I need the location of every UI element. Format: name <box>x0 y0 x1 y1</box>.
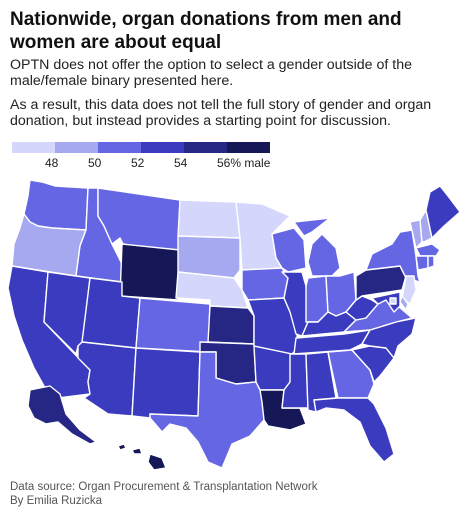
map-footer: Data source: Organ Procurement & Transpl… <box>10 480 317 508</box>
data-source-note: Data source: Organ Procurement & Transpl… <box>10 481 318 493</box>
state-mt <box>97 187 181 251</box>
state-nd <box>177 199 241 239</box>
legend-bin-5 <box>184 142 227 153</box>
us-choropleth-map <box>7 179 461 471</box>
state-hi <box>117 443 167 471</box>
state-ak <box>27 385 97 445</box>
legend-bin-3 <box>98 142 141 153</box>
legend-label-48: 48 <box>45 156 59 170</box>
state-mi <box>293 217 341 277</box>
state-md <box>371 291 401 313</box>
legend-bin-1 <box>12 142 55 153</box>
legend-label-56-male: 56% male <box>217 156 271 170</box>
map-title: Nationwide, organ donations from men and… <box>10 9 402 53</box>
state-sd <box>177 235 241 279</box>
state-ks <box>207 305 255 345</box>
state-dc <box>389 297 397 305</box>
state-nj <box>401 275 417 305</box>
map-subtitle: OPTN does not offer the option to select… <box>10 57 465 138</box>
legend-bin-2 <box>55 142 98 153</box>
subtitle-paragraph-2: As a result, this data does not tell the… <box>10 97 432 129</box>
state-wa <box>23 179 89 231</box>
state-ia <box>241 267 289 301</box>
state-co <box>135 297 211 353</box>
state-il <box>281 271 309 337</box>
state-ri <box>427 255 435 269</box>
state-wv <box>345 295 379 321</box>
state-ma <box>415 243 441 257</box>
legend-label-50: 50 <box>88 156 102 170</box>
state-nm <box>131 347 201 419</box>
legend-label-52: 52 <box>131 156 145 170</box>
state-ct <box>415 255 429 271</box>
subtitle-paragraph-1: OPTN does not offer the option to select… <box>10 57 412 89</box>
state-wy <box>119 243 181 301</box>
legend-label-54: 54 <box>174 156 188 170</box>
legend-bin-6 <box>227 142 270 153</box>
state-ar <box>253 345 293 391</box>
state-fl <box>313 397 395 463</box>
color-legend: 48 50 52 54 56% male <box>12 142 272 172</box>
state-me <box>425 185 461 239</box>
byline: By Emilia Ruzicka <box>10 495 103 507</box>
state-nh <box>419 209 433 243</box>
legend-bin-4 <box>141 142 184 153</box>
state-tx <box>149 351 265 469</box>
state-wi <box>271 227 307 273</box>
